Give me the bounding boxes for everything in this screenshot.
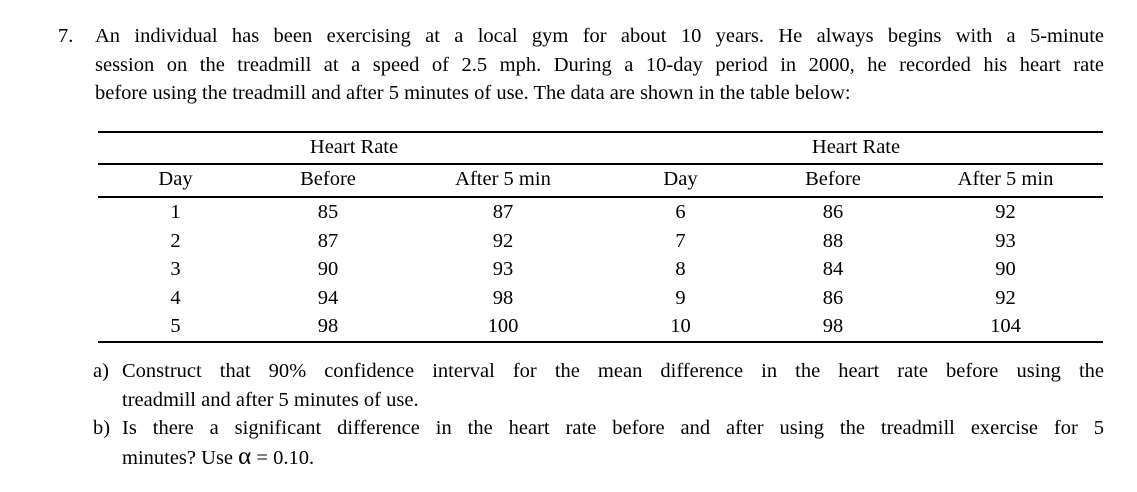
group-header-cell-right: Heart Rate xyxy=(758,132,908,165)
after-value: 93 xyxy=(995,229,1016,252)
col-header-day-left: Day xyxy=(98,163,253,198)
col-header-before-right: Before xyxy=(758,163,908,198)
question-parts: a) Construct that 90% confidence interva… xyxy=(93,357,1104,472)
day-value: 3 xyxy=(170,258,181,280)
day-value: 8 xyxy=(675,258,686,280)
part-a-line-1: Construct that 90% confidence interval f… xyxy=(122,360,1104,382)
statement-line-2: session on the treadmill at a speed of 2… xyxy=(95,53,1104,76)
before-value: 88 xyxy=(822,229,844,252)
statement-line-1: An individual has been exercising at a l… xyxy=(95,25,1104,47)
table-row: 2 87 92 7 88 93 xyxy=(98,227,1103,256)
table-column-header-row: Day Before After 5 min Day Before After … xyxy=(98,163,1103,198)
part-b: b) Is there a significant difference in … xyxy=(93,414,1104,472)
col-header-day-right: Day xyxy=(603,163,758,198)
problem-statement: An individual has been exercising at a l… xyxy=(95,22,1104,108)
table-row: 5 98 100 10 98 104 xyxy=(98,312,1103,343)
problem-number: 7. xyxy=(58,25,74,47)
empty-cell xyxy=(98,132,253,165)
day-value: 10 xyxy=(603,312,758,343)
after-value: 90 xyxy=(995,258,1016,280)
day-value: 5 xyxy=(98,312,253,343)
table-group-header-row: Heart Rate Heart Rate xyxy=(98,132,1103,165)
part-a-text: Construct that 90% confidence interval f… xyxy=(122,357,1104,414)
before-value: 85 xyxy=(317,201,339,223)
heart-rate-header-right: Heart Rate xyxy=(811,136,901,158)
after-value: 100 xyxy=(403,312,603,343)
col-header-after-left: After 5 min xyxy=(403,163,603,198)
before-value: 84 xyxy=(822,258,844,280)
part-b-label: b) xyxy=(93,417,111,439)
part-b-line-2-prefix: minutes? Use xyxy=(122,446,239,469)
before-value: 98 xyxy=(758,312,908,343)
part-a-label: a) xyxy=(93,360,109,382)
heart-rate-header-left: Heart Rate xyxy=(309,136,399,158)
day-value: 2 xyxy=(170,229,181,252)
after-value: 92 xyxy=(995,201,1016,223)
part-b-line-2-suffix: = 0.10. xyxy=(251,446,315,469)
empty-cell xyxy=(403,132,603,165)
before-value: 86 xyxy=(822,201,844,223)
after-value: 104 xyxy=(908,312,1103,343)
alpha-symbol: α xyxy=(238,442,252,470)
heart-rate-table: Heart Rate Heart Rate Day Before After 5… xyxy=(98,131,1103,343)
day-value: 6 xyxy=(675,201,686,223)
col-header-before-left: Before xyxy=(253,163,403,198)
group-header-cell-left: Heart Rate xyxy=(253,132,403,165)
before-value: 94 xyxy=(317,286,339,309)
before-value: 86 xyxy=(822,286,844,309)
before-value: 98 xyxy=(253,312,403,343)
before-value: 87 xyxy=(317,229,339,252)
problem-7: 7. An individual has been exercising at … xyxy=(58,22,1104,108)
empty-cell xyxy=(603,132,758,165)
after-value: 87 xyxy=(492,201,514,223)
after-value: 93 xyxy=(492,258,514,280)
day-value: 1 xyxy=(170,201,181,223)
table-row: 1 85 87 6 86 92 xyxy=(98,197,1103,227)
part-a-line-2: treadmill and after 5 minutes of use. xyxy=(122,388,419,411)
part-b-line-2: minutes? Use α = 0.10. xyxy=(122,443,1104,473)
day-value: 4 xyxy=(170,286,181,309)
part-b-line-1: Is there a significant difference in the… xyxy=(122,417,1104,439)
col-header-after-right: After 5 min xyxy=(908,163,1103,198)
after-value: 92 xyxy=(995,286,1016,309)
day-value: 9 xyxy=(675,286,686,309)
table-row: 4 94 98 9 86 92 xyxy=(98,284,1103,313)
table-row: 3 90 93 8 84 90 xyxy=(98,255,1103,284)
empty-cell xyxy=(908,132,1103,165)
day-value: 7 xyxy=(675,229,686,252)
after-value: 98 xyxy=(492,286,514,309)
after-value: 92 xyxy=(492,229,514,252)
part-b-text: Is there a significant difference in the… xyxy=(122,414,1104,472)
before-value: 90 xyxy=(317,258,339,280)
statement-line-3: before using the treadmill and after 5 m… xyxy=(95,82,851,104)
part-a: a) Construct that 90% confidence interva… xyxy=(93,357,1104,414)
